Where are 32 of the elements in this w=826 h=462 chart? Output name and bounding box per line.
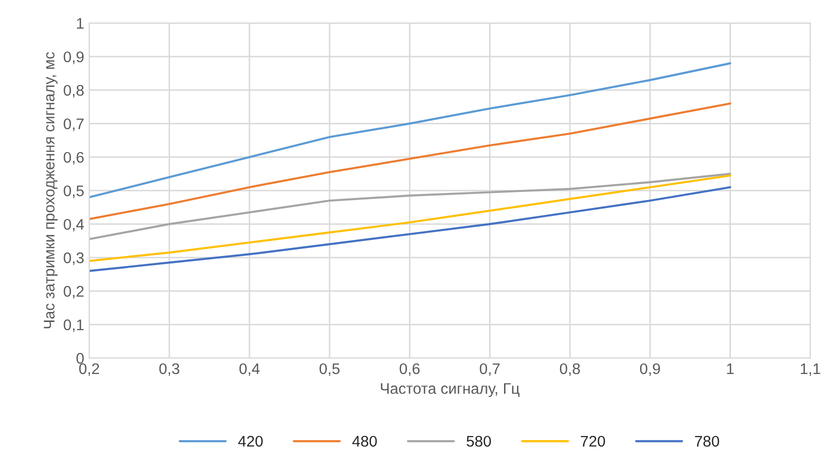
line-series: [89, 172, 732, 240]
legend-label: 480: [352, 436, 377, 447]
line-series: [89, 102, 732, 220]
y-tick-label: 0,3: [64, 252, 84, 266]
y-tick-label: 0,6: [64, 152, 84, 165]
y-tick-label: 0,2: [64, 286, 84, 299]
line-series: [89, 62, 732, 198]
y-tick-label: 0: [76, 352, 84, 364]
line-series: [89, 174, 732, 262]
x-tick-label: 0,4: [239, 363, 260, 376]
line-series: [89, 186, 732, 272]
legend-label: 580: [466, 436, 491, 447]
legend-label: 780: [695, 436, 720, 447]
y-tick-label: 0,4: [64, 218, 84, 232]
x-tick-label: 0,5: [320, 363, 340, 376]
legend-label: 420: [238, 436, 263, 447]
x-tick-label: 1,1: [800, 363, 820, 376]
y-tick-label: 0,7: [64, 118, 84, 132]
legend-label: 720: [580, 436, 606, 447]
x-tick-label: 0,9: [640, 363, 660, 376]
y-tick-label: 0,1: [64, 319, 84, 332]
y-tick-label: 1: [77, 18, 84, 29]
x-tick-label: 0,7: [480, 363, 500, 376]
x-tick-label: 0,8: [560, 363, 580, 376]
y-tick-label: 0,8: [64, 84, 84, 98]
x-axis-title: Частота сигналу, Гц: [380, 383, 520, 397]
x-tick-label: 0,6: [400, 363, 420, 376]
x-tick-label: 1: [727, 363, 734, 374]
y-tick-label: 0,9: [64, 51, 84, 64]
x-tick-label: 0,3: [159, 363, 180, 376]
y-tick-label: 0,5: [64, 185, 84, 198]
y-axis-title: Час затримки проходження сигналу, мс: [44, 52, 58, 328]
